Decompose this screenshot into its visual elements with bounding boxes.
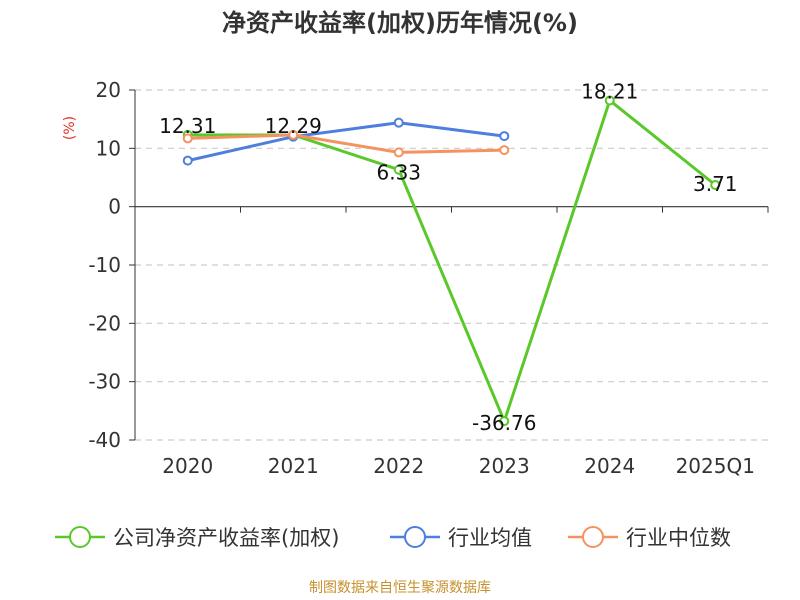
data-point <box>393 117 404 128</box>
series-line <box>187 98 717 423</box>
chart-title: 净资产收益率(加权)历年情况(%) <box>222 9 578 37</box>
data-point <box>288 129 299 140</box>
data-label: 12.29 <box>265 114 322 138</box>
data-point <box>393 147 404 158</box>
x-tick-label: 2025Q1 <box>676 454 755 478</box>
data-label: 12.31 <box>159 114 216 138</box>
y-tick-label: 20 <box>96 78 121 102</box>
gridlines <box>135 89 768 441</box>
legend-marker <box>582 526 604 548</box>
x-tick-label: 2020 <box>162 454 213 478</box>
y-tick-label: 10 <box>96 136 121 160</box>
data-labels: 12.31 12.29 6.33 -36.76 18.21 3.71 <box>159 79 737 435</box>
axes: 20 10 0 -10 -20 -30 -40 2020 2021 2022 2023 2024 202… <box>88 78 769 478</box>
data-label: 6.33 <box>376 161 421 185</box>
y-tick-label: -30 <box>88 370 121 394</box>
data-point <box>499 131 510 142</box>
y-tick-label: -40 <box>88 428 121 452</box>
legend-label: 行业中位数 <box>626 526 731 550</box>
data-point <box>499 145 510 156</box>
x-tick-label: 2023 <box>479 454 530 478</box>
data-label: 18.21 <box>581 79 638 103</box>
data-label: -36.76 <box>472 411 536 435</box>
legend-marker <box>404 526 426 548</box>
data-point <box>710 180 721 191</box>
legend-label: 行业均值 <box>448 526 532 550</box>
source-note: 制图数据来自恒生聚源数据库 <box>309 580 491 596</box>
x-tick-label: 2024 <box>584 454 635 478</box>
y-tick-label: 0 <box>108 195 121 219</box>
legend: 公司净资产收益率(加权) 行业均值 行业中位数 <box>55 526 731 550</box>
data-point <box>393 164 404 175</box>
data-point <box>182 155 193 166</box>
y-tick-label: -10 <box>88 253 121 277</box>
series-line <box>187 133 505 154</box>
x-tick-label: 2022 <box>373 454 424 478</box>
data-point <box>499 416 510 427</box>
data-point <box>604 95 615 106</box>
y-axis-unit: (%) <box>62 116 78 140</box>
data-label: 3.71 <box>693 172 738 196</box>
y-tick-label: -20 <box>88 311 121 335</box>
legend-label: 公司净资产收益率(加权) <box>113 526 339 550</box>
series-lines <box>182 95 721 427</box>
data-point <box>182 133 193 144</box>
series-line <box>187 121 505 163</box>
x-tick-label: 2021 <box>268 454 319 478</box>
legend-marker <box>69 526 91 548</box>
